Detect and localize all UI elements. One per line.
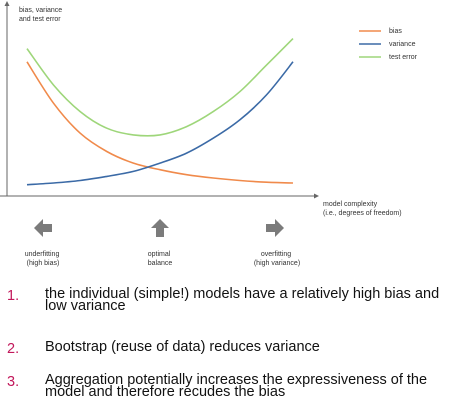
list-text: Aggregation potentially increases the ex… [45, 372, 428, 400]
legend-label-test-error: test error [389, 54, 418, 61]
right-arrow-icon [266, 219, 284, 237]
legend: bias variance test error [359, 28, 418, 61]
bias-variance-chart: bias, variance and test error model comp… [0, 1, 418, 267]
legend-label-variance: variance [389, 41, 416, 48]
y-axis-arrow [4, 1, 10, 6]
x-axis-arrow [314, 193, 319, 199]
list-text: the individual (simple!) models have a r… [45, 286, 440, 314]
overfitting-label: overfitting (high variance) [254, 251, 300, 267]
optimal-balance-label: optimal balance [148, 251, 173, 267]
y-axis-label: bias, variance and test error [19, 7, 64, 23]
list-number: 2. [7, 341, 20, 357]
x-axis-label: model complexity (i.e., degrees of freed… [323, 201, 402, 217]
list-number: 1. [7, 288, 20, 304]
legend-label-bias: bias [389, 28, 402, 35]
series-line-bias [26, 61, 294, 184]
series-line-variance [26, 61, 294, 186]
up-arrow-icon [151, 219, 169, 237]
left-arrow-icon [34, 219, 52, 237]
underfitting-label: underfitting (high bias) [25, 251, 62, 267]
series-line-test-error [26, 38, 294, 137]
list-number: 3. [7, 374, 20, 390]
list-text: Bootstrap (reuse of data) reduces varian… [45, 339, 320, 355]
